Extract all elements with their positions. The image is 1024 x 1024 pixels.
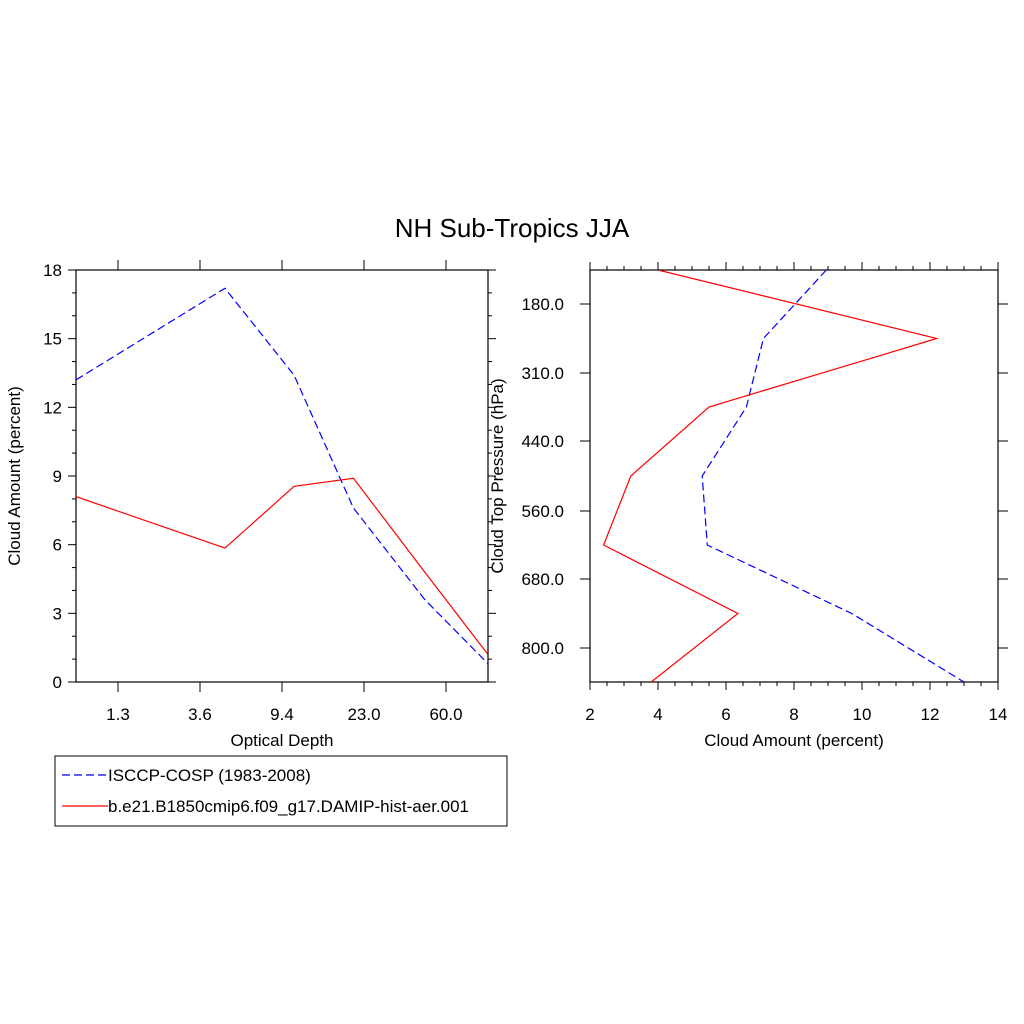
legend: ISCCP-COSP (1983-2008) b.e21.B1850cmip6.… — [54, 755, 508, 827]
right-x-tick-label: 14 — [989, 705, 1008, 724]
left-plot-frame — [75, 269, 489, 683]
right-y-tick-label: 180.0 — [521, 295, 564, 314]
left-y-tick-label: 6 — [53, 536, 62, 555]
right-plot-frame — [589, 269, 999, 683]
right-x-tick-label: 6 — [721, 705, 730, 724]
left-y-tick-label: 12 — [43, 398, 62, 417]
right-y-axis-label: Cloud Top Pressure (hPa) — [488, 378, 507, 573]
right-panel-cloud-top-pressure: 2 4 6 8 10 12 14 180.0 310.0 440.0 560.0 680.0 800.0… — [488, 262, 1008, 750]
right-x-tick-label: 2 — [585, 705, 594, 724]
left-y-tick-label: 0 — [53, 673, 62, 692]
left-y-tick-label: 3 — [53, 604, 62, 623]
right-series-isccp-line — [701, 270, 965, 682]
left-panel-optical-depth: 0 3 6 9 12 15 18 1.3 3.6 9.4 23.0 60.0 Optical Depth… — [5, 260, 496, 750]
right-x-tick-label: 10 — [853, 705, 872, 724]
left-x-tick-label: 60.0 — [429, 705, 462, 724]
chart-title: NH Sub-Tropics JJA — [395, 213, 630, 243]
right-x-tick-label: 8 — [789, 705, 798, 724]
right-y-tick-label: 560.0 — [521, 502, 564, 521]
left-x-axis-label: Optical Depth — [231, 731, 334, 750]
left-x-tick-label: 1.3 — [106, 705, 130, 724]
legend-box — [54, 755, 508, 827]
right-y-tick-label: 800.0 — [521, 639, 564, 658]
right-x-tick-label: 4 — [653, 705, 662, 724]
left-y-tick-label: 15 — [43, 330, 62, 349]
right-x-axis-label: Cloud Amount (percent) — [704, 731, 884, 750]
right-y-tick-label: 680.0 — [521, 570, 564, 589]
left-y-axis-label: Cloud Amount (percent) — [5, 386, 24, 566]
legend-label-isccp: ISCCP-COSP (1983-2008) — [108, 766, 311, 785]
left-series-isccp-line — [76, 287, 488, 665]
right-x-tick-label: 12 — [921, 705, 940, 724]
left-series-model-line — [76, 477, 488, 655]
right-y-tick-label: 440.0 — [521, 432, 564, 451]
left-y-tick-label: 9 — [53, 467, 62, 486]
legend-label-model: b.e21.B1850cmip6.f09_g17.DAMIP-hist-aer.… — [108, 797, 469, 816]
right-y-tick-label: 310.0 — [521, 364, 564, 383]
right-series-model-line — [602, 270, 940, 682]
left-x-tick-label: 9.4 — [270, 705, 294, 724]
left-y-tick-label: 18 — [43, 261, 62, 280]
left-x-tick-label: 3.6 — [188, 705, 212, 724]
left-x-tick-label: 23.0 — [347, 705, 380, 724]
